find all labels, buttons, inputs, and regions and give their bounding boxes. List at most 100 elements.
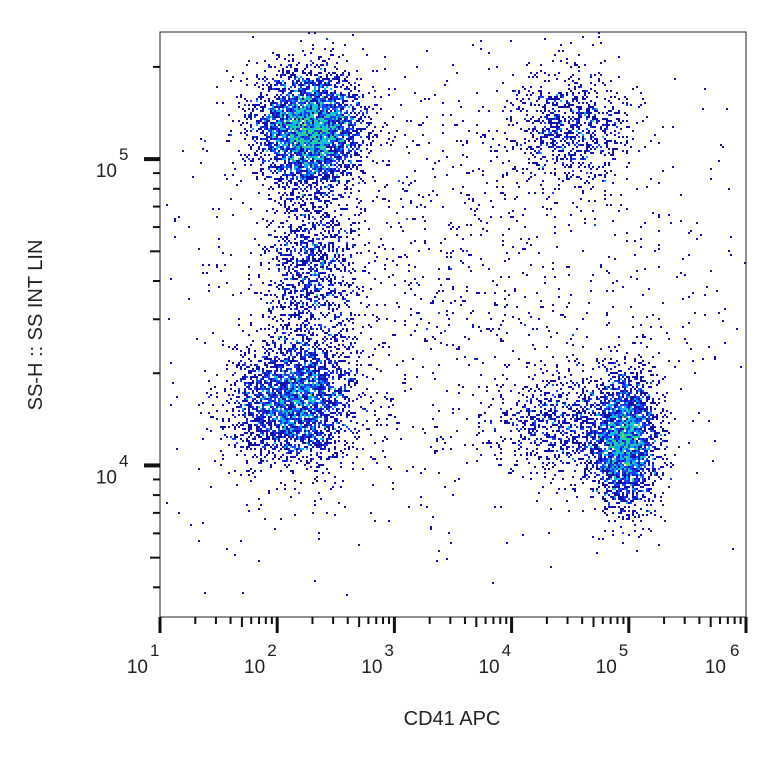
data-point [286, 248, 288, 250]
data-point [236, 184, 238, 186]
data-point [332, 92, 334, 94]
data-point [288, 404, 290, 406]
data-point [334, 432, 336, 434]
data-point [310, 444, 312, 446]
data-point [330, 160, 332, 162]
data-point [282, 374, 284, 376]
data-point [334, 224, 336, 226]
data-point [262, 418, 264, 420]
data-point [302, 220, 304, 222]
data-point [294, 410, 296, 412]
data-point [326, 74, 328, 76]
data-point [308, 380, 310, 382]
data-point [326, 372, 328, 374]
data-point [310, 376, 312, 378]
data-point [324, 150, 326, 152]
data-point [352, 378, 354, 380]
data-point [260, 382, 262, 384]
data-point [292, 162, 294, 164]
data-point [356, 166, 358, 168]
data-point [312, 244, 314, 246]
data-point [296, 270, 298, 272]
data-point [286, 176, 288, 178]
data-point [306, 442, 308, 444]
data-point [328, 400, 330, 402]
data-point [322, 338, 324, 340]
data-point [290, 370, 292, 372]
data-point [324, 212, 326, 214]
data-point [306, 446, 308, 448]
data-point [282, 194, 284, 196]
data-point [286, 250, 288, 252]
data-point [270, 414, 272, 416]
data-point [336, 140, 338, 142]
data-point [264, 118, 266, 120]
data-point [288, 358, 290, 360]
data-point [342, 264, 344, 266]
data-point [270, 378, 272, 380]
data-point [322, 400, 324, 402]
data-point [316, 360, 318, 362]
data-point [250, 100, 252, 102]
data-point [266, 344, 268, 346]
data-point [284, 448, 286, 450]
data-point [326, 62, 328, 64]
data-point [338, 98, 340, 100]
data-point [348, 286, 350, 288]
data-point [358, 128, 360, 130]
data-point [278, 428, 280, 430]
data-point [284, 100, 286, 102]
data-point [356, 380, 358, 382]
data-point [242, 364, 244, 366]
data-point [356, 102, 358, 104]
data-point [268, 116, 270, 118]
data-point [276, 380, 278, 382]
data-point [280, 350, 282, 352]
data-point [272, 410, 274, 412]
data-point [276, 126, 278, 128]
data-point [340, 92, 342, 94]
data-point [292, 378, 294, 380]
data-point [238, 410, 240, 412]
data-point [246, 84, 248, 86]
data-point [236, 400, 238, 402]
data-point [332, 152, 334, 154]
data-point [304, 428, 306, 430]
data-point [272, 52, 274, 54]
data-point [278, 436, 280, 438]
data-point [320, 396, 322, 398]
data-point [258, 436, 260, 438]
data-point [310, 156, 312, 158]
data-point [258, 418, 260, 420]
data-point [316, 198, 318, 200]
data-point [374, 90, 376, 92]
data-point [282, 156, 284, 158]
data-point [276, 116, 278, 118]
data-point [276, 104, 278, 106]
data-point [272, 390, 274, 392]
data-point [248, 334, 250, 336]
data-point [348, 144, 350, 146]
data-point [308, 332, 310, 334]
data-point [268, 64, 270, 66]
data-point [264, 426, 266, 428]
data-point [334, 102, 336, 104]
data-point [302, 372, 304, 374]
data-point [296, 368, 298, 370]
data-point [290, 372, 292, 374]
data-point [278, 264, 280, 266]
data-point [270, 412, 272, 414]
data-point [348, 390, 350, 392]
data-point [320, 380, 322, 382]
data-point [344, 396, 346, 398]
data-point [244, 416, 246, 418]
data-point [282, 384, 284, 386]
data-point [302, 224, 304, 226]
data-point [268, 384, 270, 386]
data-point [334, 122, 336, 124]
data-point [246, 376, 248, 378]
data-point [336, 430, 338, 432]
data-point [374, 134, 376, 136]
data-point [316, 152, 318, 154]
